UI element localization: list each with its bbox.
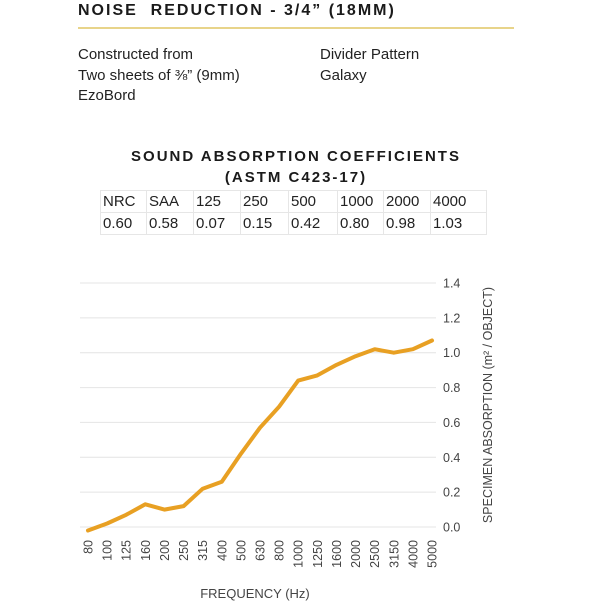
x-tick-label: 630	[254, 540, 268, 561]
y-tick-label: 1.2	[443, 311, 460, 325]
header-cell: 4000	[430, 190, 487, 213]
value-cell: 0.98	[383, 212, 431, 235]
value-cell: 0.07	[193, 212, 241, 235]
page-title: NOISE REDUCTION - 3/4” (18MM)	[78, 2, 396, 19]
header-cell: 1000	[337, 190, 384, 213]
coefficients-header-row: NRC SAA 125 250 500 1000 2000 4000	[100, 190, 487, 213]
x-tick-label: 1000	[292, 540, 306, 568]
x-tick-label: 2500	[368, 540, 382, 568]
y-tick-label: 0.4	[443, 451, 460, 465]
value-cell: 0.80	[337, 212, 384, 235]
y-tick-label: 1.4	[443, 277, 460, 291]
coefficients-value-row: 0.60 0.58 0.07 0.15 0.42 0.80 0.98 1.03	[100, 212, 487, 235]
x-tick-label: 125	[120, 540, 134, 561]
x-tick-label: 800	[273, 540, 287, 561]
x-tick-label: 1600	[330, 540, 344, 568]
x-tick-label: 80	[82, 540, 96, 554]
x-tick-label: 250	[177, 540, 191, 561]
x-tick-label: 200	[158, 540, 172, 561]
x-tick-label: 160	[139, 540, 153, 561]
pattern-info: Divider Pattern Galaxy	[320, 45, 419, 86]
x-tick-label: 2000	[349, 540, 363, 568]
value-cell: 0.15	[240, 212, 289, 235]
value-cell: 1.03	[430, 212, 487, 235]
x-tick-label: 1250	[311, 540, 325, 568]
y-tick-label: 0.6	[443, 416, 460, 430]
x-tick-label: 4000	[406, 540, 420, 568]
pattern-line: Galaxy	[320, 66, 367, 84]
construction-line: Two sheets of ⅜” (9mm)	[78, 66, 240, 84]
x-tick-label: 400	[215, 540, 229, 561]
title-divider	[78, 27, 514, 29]
y-tick-label: 0.2	[443, 486, 460, 500]
coefficients-title: SOUND ABSORPTION COEFFICIENTS	[131, 148, 461, 165]
coefficients-table: NRC SAA 125 250 500 1000 2000 4000 0.60 …	[100, 190, 487, 235]
construction-line: Constructed from	[78, 46, 194, 63]
x-tick-label: 315	[196, 540, 210, 561]
y-tick-label: 0.8	[443, 381, 460, 395]
x-axis-title: FREQUENCY (Hz)	[200, 586, 310, 601]
value-cell: 0.58	[146, 212, 194, 235]
value-cell: 0.60	[100, 212, 147, 235]
x-tick-label: 5000	[426, 540, 440, 568]
value-cell: 0.42	[288, 212, 338, 235]
construction-info: Constructed from Two sheets of ⅜” (9mm) …	[78, 45, 240, 107]
absorption-series-line	[86, 338, 434, 533]
construction-line: EzoBord	[78, 87, 136, 104]
y-tick-label: 0.0	[443, 521, 460, 535]
y-axis-title: SPECIMEN ABSORPTION (m² / OBJECT)	[481, 287, 495, 523]
header-cell: 500	[288, 190, 338, 213]
header-cell: NRC	[100, 190, 147, 213]
coefficients-subtitle: (ASTM C423-17)	[224, 169, 368, 186]
x-tick-label: 100	[101, 540, 115, 561]
pattern-line: Divider Pattern	[320, 46, 420, 63]
x-tick-label: 500	[234, 540, 248, 561]
y-tick-label: 1.0	[443, 346, 460, 360]
x-tick-label: 3150	[387, 540, 401, 568]
